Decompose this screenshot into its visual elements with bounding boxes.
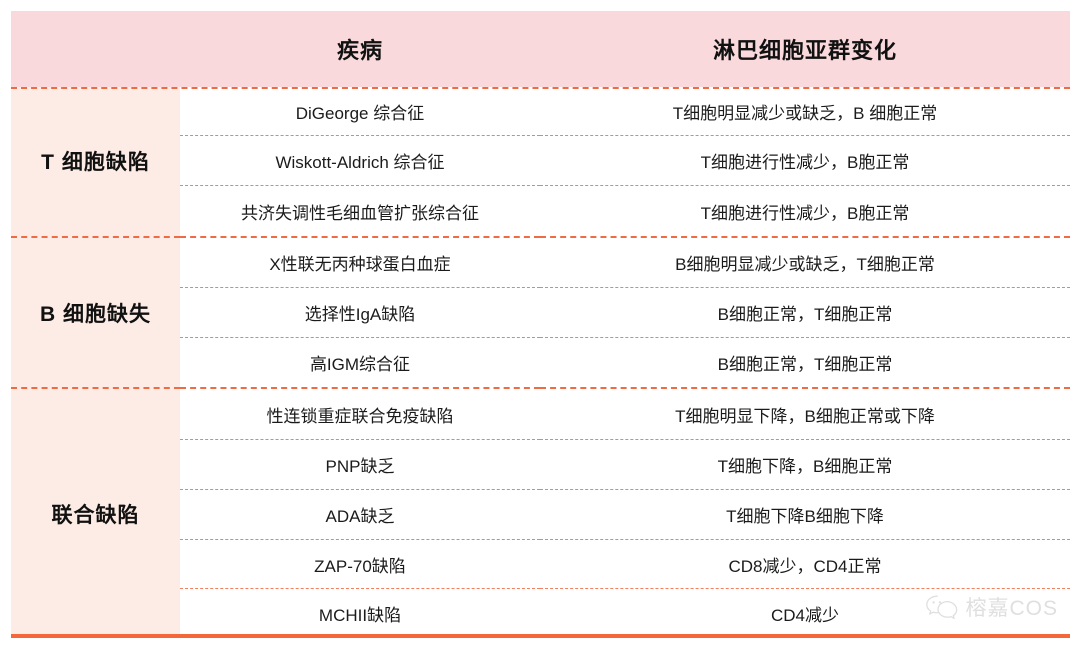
table-row: 高IGM综合征 B细胞正常，T细胞正常 bbox=[11, 337, 1070, 389]
subset-change: CD4减少 bbox=[540, 588, 1070, 638]
table-row: PNP缺乏 T细胞下降，B细胞正常 bbox=[11, 438, 1070, 490]
column-header-group bbox=[11, 11, 180, 87]
group-label-t-cell-defect: T 细胞缺陷 bbox=[11, 87, 180, 237]
subset-change: B细胞正常，T细胞正常 bbox=[540, 287, 1070, 338]
subset-change: T细胞明显减少或缺乏，B 细胞正常 bbox=[540, 87, 1070, 136]
group-label-combined-defect: 联合缺陷 bbox=[11, 387, 180, 638]
table-row: 共济失调性毛细血管扩张综合征 T细胞进行性减少，B胞正常 bbox=[11, 185, 1070, 237]
disease-name: ZAP-70缺陷 bbox=[180, 538, 540, 589]
table-row: 联合缺陷 性连锁重症联合免疫缺陷 T细胞明显下降，B细胞正常或下降 bbox=[11, 387, 1070, 638]
disease-name: DiGeorge 综合征 bbox=[180, 87, 540, 136]
table-row: T 细胞缺陷 DiGeorge 综合征 T细胞明显减少或缺乏，B 细胞正常 bbox=[11, 87, 1070, 237]
disease-name: X性联无丙种球蛋白血症 bbox=[180, 235, 540, 288]
lymphocyte-subset-table: 疾病 淋巴细胞亚群变化 T 细胞缺陷 DiGeorge 综合征 T细胞明显减少或… bbox=[11, 11, 1070, 638]
disease-name: MCHII缺陷 bbox=[180, 588, 540, 638]
disease-name: PNP缺乏 bbox=[180, 438, 540, 490]
disease-name: 共济失调性毛细血管扩张综合征 bbox=[180, 185, 540, 237]
table-row: ADA缺乏 T细胞下降B细胞下降 bbox=[11, 488, 1070, 540]
table-row: 选择性IgA缺陷 B细胞正常，T细胞正常 bbox=[11, 287, 1070, 338]
disease-name: Wiskott-Aldrich 综合征 bbox=[180, 135, 540, 186]
table-row: Wiskott-Aldrich 综合征 T细胞进行性减少，B胞正常 bbox=[11, 135, 1070, 186]
subset-change: T细胞下降B细胞下降 bbox=[540, 488, 1070, 540]
column-header-disease: 疾病 bbox=[180, 11, 540, 87]
disease-name: 性连锁重症联合免疫缺陷 bbox=[180, 387, 540, 440]
table-row: B 细胞缺失 X性联无丙种球蛋白血症 B细胞明显减少或缺乏，T细胞正常 bbox=[11, 235, 1070, 389]
table-header: 疾病 淋巴细胞亚群变化 bbox=[11, 11, 1070, 87]
table-header-row: 疾病 淋巴细胞亚群变化 bbox=[11, 11, 1070, 87]
subset-change: T细胞明显下降，B细胞正常或下降 bbox=[540, 387, 1070, 440]
subset-change: B细胞正常，T细胞正常 bbox=[540, 337, 1070, 389]
subset-change: B细胞明显减少或缺乏，T细胞正常 bbox=[540, 235, 1070, 288]
lymphocyte-subset-table-container: 疾病 淋巴细胞亚群变化 T 细胞缺陷 DiGeorge 综合征 T细胞明显减少或… bbox=[11, 11, 1070, 638]
table-bottom-border bbox=[11, 634, 1070, 638]
table-row: MCHII缺陷 CD4减少 bbox=[11, 588, 1070, 638]
subset-change: CD8减少，CD4正常 bbox=[540, 538, 1070, 589]
disease-name: 选择性IgA缺陷 bbox=[180, 287, 540, 338]
header-divider bbox=[11, 87, 1070, 89]
subset-change: T细胞下降，B细胞正常 bbox=[540, 438, 1070, 490]
table-body: T 细胞缺陷 DiGeorge 综合征 T细胞明显减少或缺乏，B 细胞正常 Wi… bbox=[11, 87, 1070, 638]
group-label-b-cell-deficiency: B 细胞缺失 bbox=[11, 235, 180, 389]
subset-change: T细胞进行性减少，B胞正常 bbox=[540, 185, 1070, 237]
table-row: ZAP-70缺陷 CD8减少，CD4正常 bbox=[11, 538, 1070, 589]
column-header-change: 淋巴细胞亚群变化 bbox=[540, 11, 1070, 87]
disease-name: 高IGM综合征 bbox=[180, 337, 540, 389]
subset-change: T细胞进行性减少，B胞正常 bbox=[540, 135, 1070, 186]
disease-name: ADA缺乏 bbox=[180, 488, 540, 540]
